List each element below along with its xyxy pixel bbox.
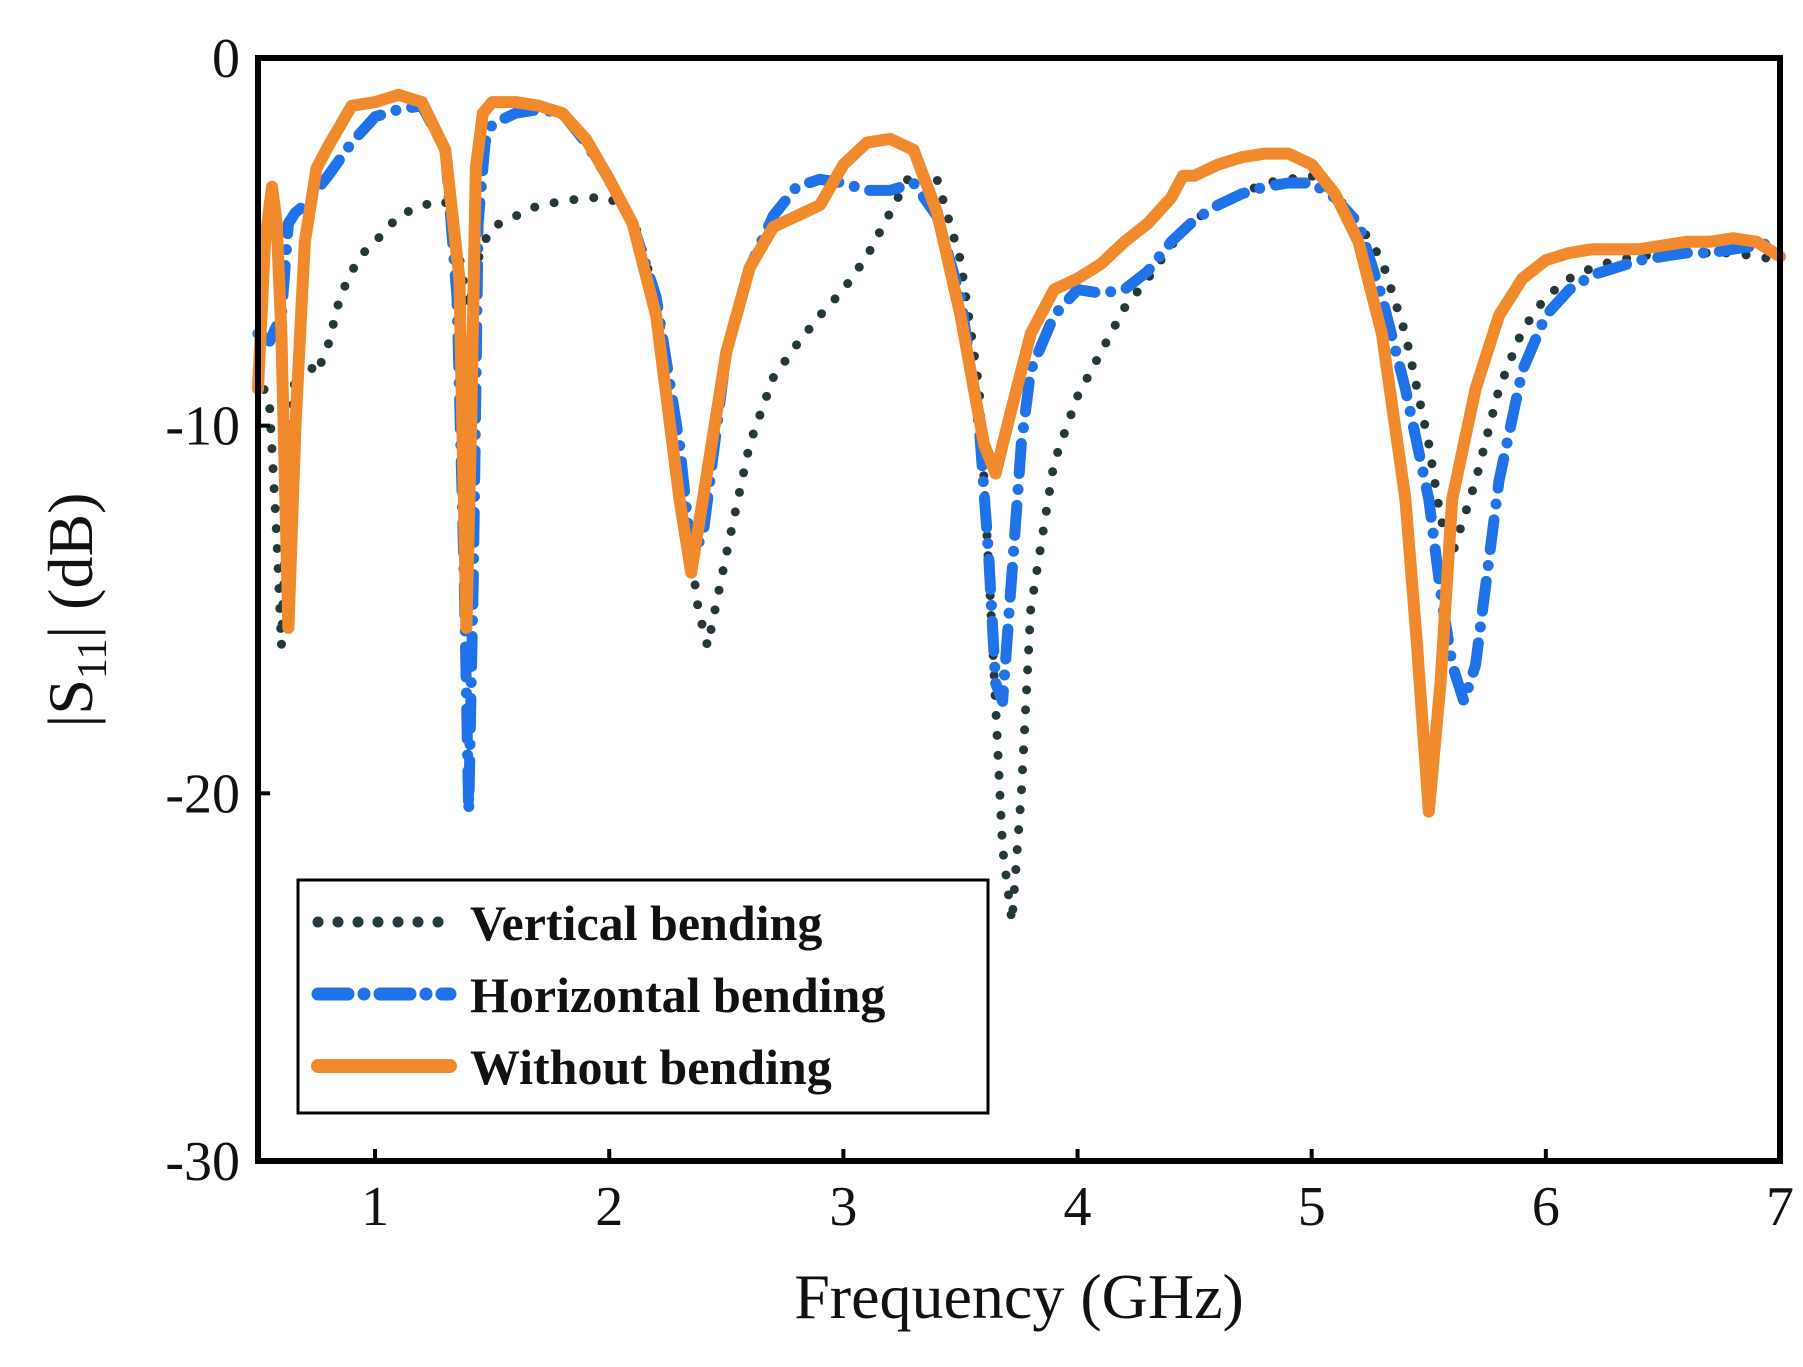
x-tick-label: 7 <box>1766 1176 1794 1238</box>
y-axis-title: |S11| (dB) <box>35 493 116 728</box>
x-tick-label: 5 <box>1298 1176 1326 1238</box>
y-tick-label: -10 <box>165 396 240 458</box>
plot-frame <box>255 55 1783 1164</box>
series-line-1 <box>252 100 1786 818</box>
y-axis-title-sub: 11 <box>70 639 116 679</box>
x-tick-label: 3 <box>829 1176 857 1238</box>
x-axis-title: Frequency (GHz) <box>794 1261 1244 1332</box>
legend-label-vertical: Vertical bending <box>470 895 822 951</box>
y-tick-label: -30 <box>165 1131 240 1193</box>
y-tick-label: -20 <box>165 763 240 825</box>
legend-label-horizontal: Horizontal bending <box>470 967 885 1023</box>
legend-samples <box>311 916 457 1073</box>
ticks-layer: 1 2 3 4 5 6 7 0 -10 -20 -30 <box>165 28 1794 1238</box>
x-tick-label: 6 <box>1532 1176 1560 1238</box>
y-tick-label: 0 <box>212 28 240 90</box>
legend-label-without: Without bending <box>470 1039 832 1095</box>
x-tick-label: 1 <box>361 1176 389 1238</box>
x-tick-label: 2 <box>595 1176 623 1238</box>
legend: Vertical bending Horizontal bending With… <box>296 878 990 1115</box>
series-line-0 <box>253 163 1785 927</box>
series-layer <box>252 88 1786 927</box>
y-axis-title-suffix: | (dB) <box>35 493 106 639</box>
series-line-2 <box>252 88 1786 818</box>
y-axis-title-prefix: |S <box>35 679 106 727</box>
x-tick-label: 4 <box>1064 1176 1092 1238</box>
